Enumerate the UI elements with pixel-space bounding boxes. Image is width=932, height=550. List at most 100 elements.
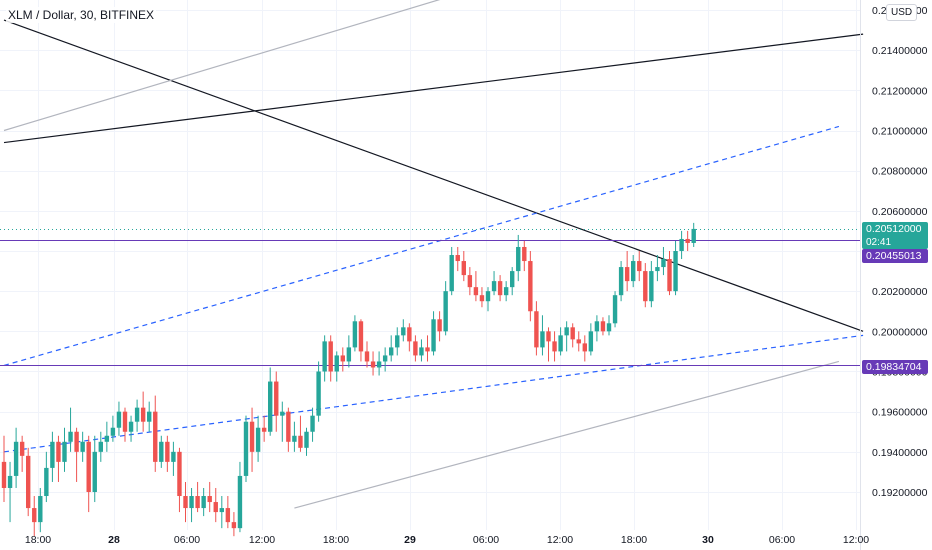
candle[interactable] [62,427,67,472]
trend-line[interactable] [3,0,452,132]
candle[interactable] [497,275,503,302]
candle[interactable] [261,415,267,442]
candle[interactable] [467,267,473,296]
candle[interactable] [134,399,140,432]
candle[interactable] [491,271,497,296]
candle[interactable] [461,251,466,282]
candle[interactable] [86,435,91,513]
candle[interactable] [370,351,376,376]
candle[interactable] [19,435,25,472]
candle[interactable] [128,415,134,442]
candle[interactable] [231,512,237,537]
candle[interactable] [201,487,206,517]
candle[interactable] [50,431,55,482]
candle[interactable] [685,230,690,251]
candle[interactable] [358,319,364,362]
candle[interactable] [292,421,297,452]
candle[interactable] [437,311,442,342]
candle[interactable] [522,240,527,272]
trend-line[interactable] [3,33,864,144]
candle[interactable] [510,267,515,296]
candle[interactable] [425,335,430,362]
candle[interactable] [540,315,545,356]
candle[interactable] [431,311,436,356]
candle[interactable] [298,415,303,452]
candle[interactable] [255,415,261,462]
candle[interactable] [473,271,479,302]
candle[interactable] [552,331,557,362]
trend-line[interactable] [3,19,864,332]
candle[interactable] [116,401,122,436]
candle[interactable] [189,487,194,523]
candle[interactable] [667,251,672,296]
candle[interactable] [516,234,521,282]
candle[interactable] [243,415,249,482]
candle[interactable] [564,321,569,352]
candle[interactable] [600,317,606,336]
candle[interactable] [280,401,285,442]
candle[interactable] [673,240,678,296]
candle[interactable] [219,496,224,529]
candle[interactable] [479,287,485,308]
candle[interactable] [534,301,539,356]
candle[interactable] [413,335,418,362]
candle[interactable] [395,327,400,356]
candle[interactable] [177,447,182,513]
candle[interactable] [98,431,103,462]
candle[interactable] [649,261,654,308]
candle[interactable] [643,263,648,308]
candle[interactable] [92,435,97,503]
currency-badge[interactable]: USD [886,4,918,21]
candle[interactable] [328,335,333,382]
candle[interactable] [389,335,394,362]
candle[interactable] [122,407,128,442]
candle[interactable] [455,246,460,272]
candle[interactable] [159,435,164,468]
candle[interactable] [268,367,273,436]
candle[interactable] [679,230,684,260]
candle[interactable] [528,251,533,322]
candle[interactable] [183,481,188,523]
candle[interactable] [104,421,110,452]
candle[interactable] [74,427,79,482]
candle[interactable] [7,461,13,523]
candle[interactable] [286,407,291,452]
candle[interactable] [237,461,243,533]
candle[interactable] [171,441,176,476]
candle[interactable] [26,447,31,517]
candle[interactable] [443,281,448,336]
candle[interactable] [407,323,412,352]
candle[interactable] [588,323,594,356]
candle[interactable] [80,431,85,462]
candle[interactable] [340,347,345,372]
candle[interactable] [661,246,666,276]
candle[interactable] [56,435,61,482]
trend-line[interactable] [3,125,840,367]
candle[interactable] [691,222,696,247]
candle[interactable] [165,435,170,472]
candle[interactable] [594,315,600,342]
candle[interactable] [546,327,551,362]
candle[interactable] [274,371,279,432]
candle[interactable] [225,496,231,529]
candle[interactable] [346,335,352,368]
candle[interactable] [376,351,382,376]
candle[interactable] [153,395,158,472]
candle[interactable] [304,427,309,456]
candle[interactable] [38,487,43,533]
candle[interactable] [213,487,218,523]
candle[interactable] [606,315,612,336]
candle[interactable] [612,291,618,328]
candle[interactable] [558,327,563,356]
candle[interactable] [449,246,454,296]
candle[interactable] [32,496,37,537]
candle[interactable] [1,435,7,503]
candle[interactable] [110,415,116,442]
candle[interactable] [582,335,587,362]
candle[interactable] [310,407,315,442]
candle[interactable] [419,339,424,362]
candle[interactable] [364,341,370,368]
candle[interactable] [382,347,388,372]
candle[interactable] [618,261,624,302]
